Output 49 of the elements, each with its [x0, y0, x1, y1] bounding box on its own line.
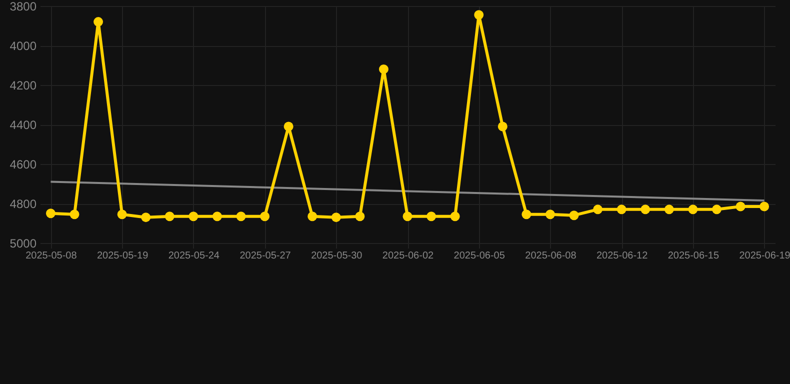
x-tick-label: 2025-06-15 — [668, 250, 720, 262]
point — [474, 10, 484, 20]
point — [426, 212, 436, 222]
point — [498, 122, 508, 132]
y-tick-label: 4800 — [10, 197, 37, 211]
x-tick-label: 2025-05-24 — [168, 250, 220, 262]
point — [593, 204, 603, 214]
point — [522, 210, 532, 220]
point — [640, 204, 650, 214]
point — [736, 202, 746, 212]
x-tick-label: 2025-05-27 — [240, 250, 292, 262]
point — [94, 17, 104, 27]
point — [569, 210, 579, 220]
point — [688, 204, 698, 214]
x-tick-label: 2025-06-08 — [525, 250, 577, 262]
point — [664, 204, 674, 214]
y-tick-label: 3800 — [10, 0, 37, 14]
point — [236, 212, 246, 222]
x-tick-label: 2025-06-19 — [739, 250, 790, 262]
point — [188, 212, 198, 222]
point — [545, 210, 555, 220]
x-tick-label: 2025-05-19 — [96, 250, 149, 262]
y-tick-label: 4600 — [10, 158, 37, 172]
x-tick-label: 2025-05-08 — [26, 250, 78, 262]
point — [212, 212, 222, 222]
point — [760, 202, 770, 212]
y-tick-label: 4000 — [10, 39, 37, 53]
x-tick-label: 2025-06-02 — [382, 250, 434, 262]
x-tick-label: 2025-05-30 — [311, 250, 363, 262]
point — [712, 204, 722, 214]
point — [164, 212, 174, 222]
point — [46, 208, 56, 218]
y-tick-label: 4400 — [10, 118, 37, 132]
point — [402, 212, 412, 222]
point — [450, 212, 460, 222]
point — [616, 204, 626, 214]
point — [355, 212, 365, 222]
point — [378, 64, 388, 74]
point — [70, 210, 80, 220]
point — [141, 212, 151, 222]
x-tick-label: 2025-06-05 — [454, 250, 506, 262]
x-tick-label: 2025-06-12 — [596, 250, 648, 262]
point — [284, 122, 294, 132]
y-tick-label: 4200 — [10, 78, 37, 92]
y-tick-label: 5000 — [10, 236, 37, 250]
point — [117, 210, 127, 220]
point — [308, 212, 318, 222]
point — [331, 212, 341, 222]
point — [260, 212, 270, 222]
